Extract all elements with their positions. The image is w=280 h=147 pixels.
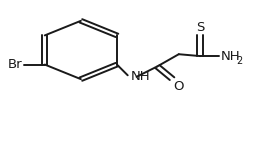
Text: Br: Br [7,58,22,71]
Text: NH: NH [130,70,150,83]
Text: O: O [173,80,184,93]
Text: S: S [196,21,204,34]
Text: 2: 2 [236,56,242,66]
Text: NH: NH [220,50,240,63]
